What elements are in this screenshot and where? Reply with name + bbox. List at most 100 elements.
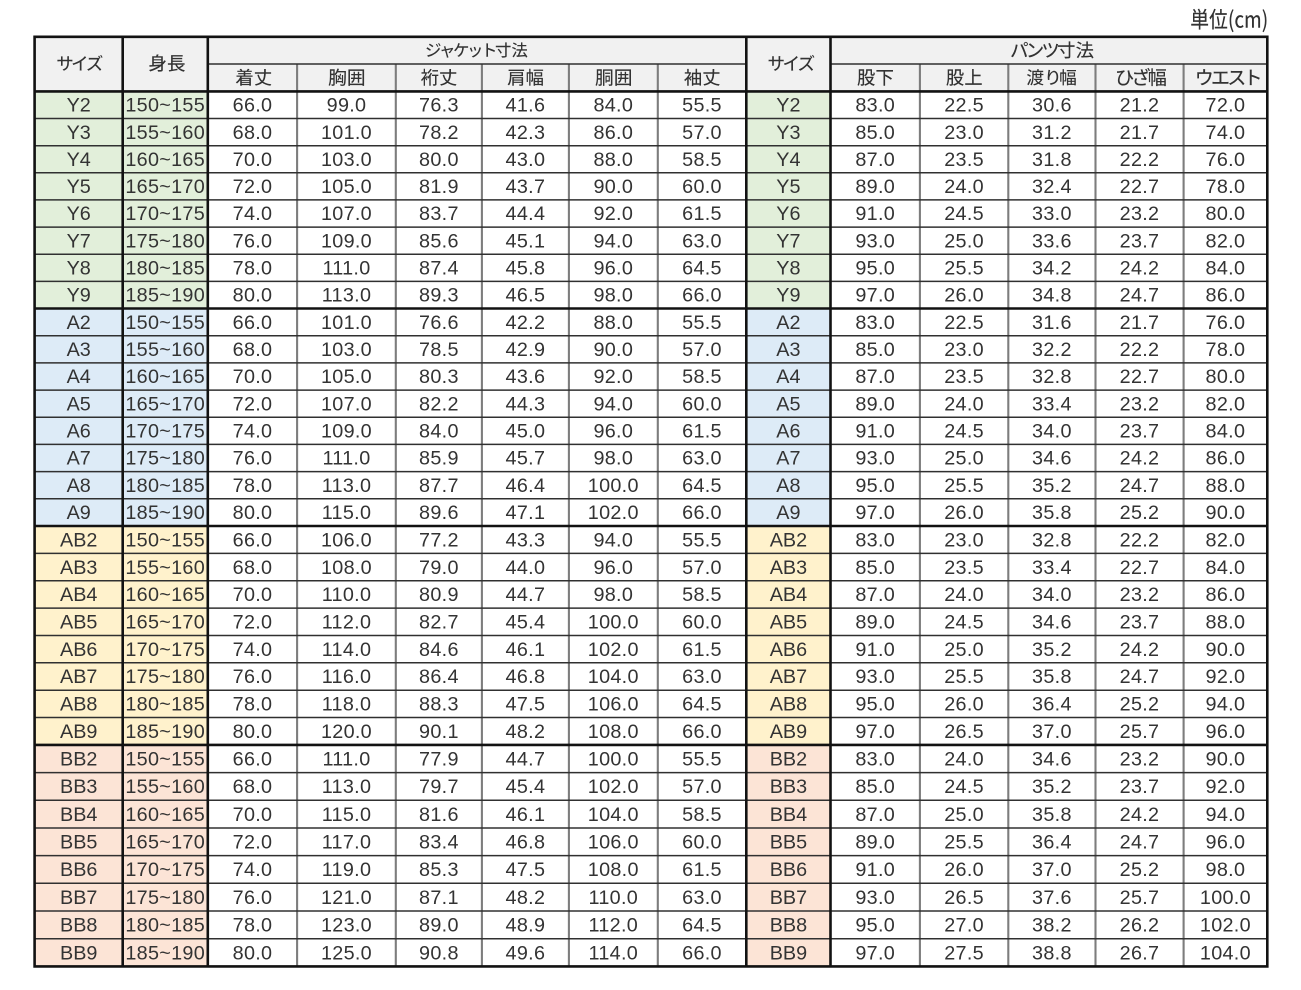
svg-text:87.4: 87.4 bbox=[419, 258, 459, 280]
svg-text:21.7: 21.7 bbox=[1120, 312, 1160, 334]
svg-text:24.7: 24.7 bbox=[1120, 832, 1160, 854]
svg-text:123.0: 123.0 bbox=[321, 915, 372, 937]
svg-text:BB3: BB3 bbox=[60, 776, 97, 798]
svg-text:AB8: AB8 bbox=[770, 694, 807, 716]
svg-text:24.0: 24.0 bbox=[944, 393, 984, 415]
svg-text:109.0: 109.0 bbox=[321, 421, 372, 443]
svg-text:120.0: 120.0 bbox=[321, 721, 372, 743]
svg-text:121.0: 121.0 bbox=[321, 887, 372, 909]
svg-text:175~180: 175~180 bbox=[125, 448, 205, 470]
svg-text:66.0: 66.0 bbox=[682, 721, 722, 743]
svg-text:96.0: 96.0 bbox=[593, 421, 633, 443]
svg-text:33.4: 33.4 bbox=[1032, 393, 1072, 415]
svg-text:175~180: 175~180 bbox=[125, 230, 205, 252]
svg-text:150~155: 150~155 bbox=[125, 529, 205, 551]
svg-text:170~175: 170~175 bbox=[125, 859, 205, 881]
svg-text:90.0: 90.0 bbox=[593, 339, 633, 361]
svg-text:Y8: Y8 bbox=[67, 258, 91, 280]
svg-text:Y6: Y6 bbox=[776, 203, 800, 225]
svg-text:58.5: 58.5 bbox=[682, 366, 722, 388]
svg-text:55.5: 55.5 bbox=[682, 529, 722, 551]
svg-text:88.0: 88.0 bbox=[1206, 475, 1246, 497]
svg-text:22.5: 22.5 bbox=[944, 312, 984, 334]
svg-text:24.2: 24.2 bbox=[1120, 804, 1160, 826]
svg-text:64.5: 64.5 bbox=[682, 694, 722, 716]
svg-text:85.0: 85.0 bbox=[855, 339, 895, 361]
svg-text:150~155: 150~155 bbox=[125, 749, 205, 771]
svg-text:83.0: 83.0 bbox=[855, 749, 895, 771]
svg-text:25.7: 25.7 bbox=[1120, 887, 1160, 909]
svg-text:46.8: 46.8 bbox=[506, 832, 546, 854]
svg-text:100.0: 100.0 bbox=[588, 749, 639, 771]
svg-text:72.0: 72.0 bbox=[233, 832, 273, 854]
svg-text:85.0: 85.0 bbox=[855, 122, 895, 144]
svg-text:27.0: 27.0 bbox=[944, 915, 984, 937]
svg-text:26.0: 26.0 bbox=[944, 285, 984, 307]
svg-text:185~190: 185~190 bbox=[125, 502, 205, 524]
svg-text:165~170: 165~170 bbox=[125, 393, 205, 415]
svg-text:96.0: 96.0 bbox=[1206, 832, 1246, 854]
svg-text:64.5: 64.5 bbox=[682, 475, 722, 497]
svg-text:101.0: 101.0 bbox=[321, 122, 372, 144]
svg-text:160~165: 160~165 bbox=[125, 584, 205, 606]
svg-text:70.0: 70.0 bbox=[233, 149, 273, 171]
svg-text:AB8: AB8 bbox=[60, 694, 97, 716]
svg-text:116.0: 116.0 bbox=[322, 666, 372, 688]
svg-text:45.0: 45.0 bbox=[506, 421, 546, 443]
svg-text:95.0: 95.0 bbox=[855, 915, 895, 937]
svg-text:26.0: 26.0 bbox=[944, 694, 984, 716]
svg-text:25.2: 25.2 bbox=[1120, 694, 1160, 716]
svg-text:79.0: 79.0 bbox=[419, 557, 459, 579]
svg-text:24.5: 24.5 bbox=[944, 612, 984, 634]
svg-text:AB9: AB9 bbox=[60, 721, 97, 743]
svg-text:82.7: 82.7 bbox=[419, 612, 459, 634]
svg-text:23.0: 23.0 bbox=[944, 122, 984, 144]
svg-text:34.6: 34.6 bbox=[1032, 612, 1072, 634]
svg-text:83.7: 83.7 bbox=[419, 203, 459, 225]
svg-text:113.0: 113.0 bbox=[322, 475, 372, 497]
svg-text:96.0: 96.0 bbox=[593, 258, 633, 280]
svg-text:76.6: 76.6 bbox=[419, 312, 459, 334]
svg-text:102.0: 102.0 bbox=[588, 502, 639, 524]
svg-text:60.0: 60.0 bbox=[682, 612, 722, 634]
svg-text:87.0: 87.0 bbox=[855, 804, 895, 826]
svg-text:112.0: 112.0 bbox=[589, 915, 639, 937]
svg-text:25.2: 25.2 bbox=[1120, 859, 1160, 881]
svg-text:38.8: 38.8 bbox=[1032, 942, 1072, 964]
svg-text:119.0: 119.0 bbox=[322, 859, 372, 881]
svg-text:66.0: 66.0 bbox=[233, 749, 273, 771]
svg-text:76.0: 76.0 bbox=[233, 666, 273, 688]
svg-text:23.2: 23.2 bbox=[1120, 203, 1160, 225]
svg-text:113.0: 113.0 bbox=[322, 285, 372, 307]
svg-text:25.5: 25.5 bbox=[944, 475, 984, 497]
svg-text:A4: A4 bbox=[776, 366, 800, 388]
svg-text:23.7: 23.7 bbox=[1120, 612, 1160, 634]
svg-text:84.0: 84.0 bbox=[1206, 557, 1246, 579]
svg-text:AB3: AB3 bbox=[770, 557, 807, 579]
svg-text:BB9: BB9 bbox=[60, 942, 97, 964]
svg-text:117.0: 117.0 bbox=[322, 832, 372, 854]
svg-text:38.2: 38.2 bbox=[1032, 915, 1072, 937]
svg-text:24.2: 24.2 bbox=[1120, 258, 1160, 280]
svg-text:A3: A3 bbox=[67, 339, 91, 361]
svg-text:A9: A9 bbox=[67, 502, 91, 524]
svg-text:61.5: 61.5 bbox=[682, 859, 722, 881]
svg-text:79.7: 79.7 bbox=[419, 776, 459, 798]
svg-text:45.7: 45.7 bbox=[506, 448, 546, 470]
svg-text:70.0: 70.0 bbox=[233, 366, 273, 388]
svg-text:21.2: 21.2 bbox=[1120, 95, 1160, 117]
svg-text:AB3: AB3 bbox=[60, 557, 97, 579]
svg-text:24.7: 24.7 bbox=[1120, 475, 1160, 497]
svg-text:160~165: 160~165 bbox=[125, 149, 205, 171]
svg-text:57.0: 57.0 bbox=[682, 122, 722, 144]
svg-text:88.0: 88.0 bbox=[593, 149, 633, 171]
svg-text:57.0: 57.0 bbox=[682, 339, 722, 361]
svg-text:BB8: BB8 bbox=[770, 915, 807, 937]
svg-text:89.0: 89.0 bbox=[855, 176, 895, 198]
svg-text:46.1: 46.1 bbox=[506, 639, 546, 661]
svg-text:114.0: 114.0 bbox=[322, 639, 372, 661]
svg-text:68.0: 68.0 bbox=[233, 339, 273, 361]
svg-text:66.0: 66.0 bbox=[682, 285, 722, 307]
svg-text:46.4: 46.4 bbox=[506, 475, 546, 497]
svg-text:AB7: AB7 bbox=[60, 666, 97, 688]
